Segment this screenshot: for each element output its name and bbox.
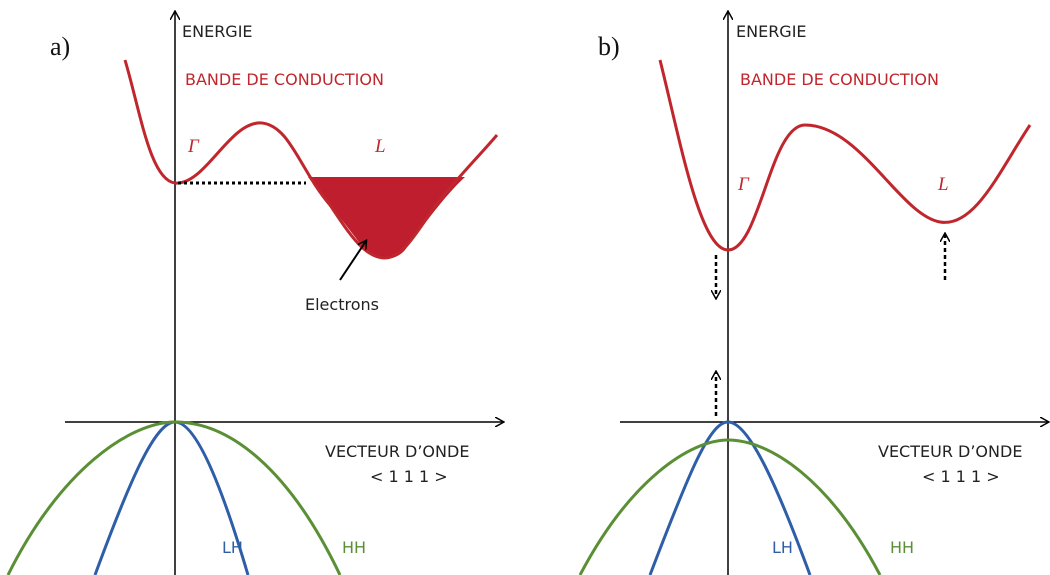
panel-label: a) [50,32,70,61]
hh-band [578,438,882,575]
electrons-arrow [339,241,366,281]
band-label: BANDE DE CONDUCTION [185,70,384,89]
gamma-label: Γ [737,174,750,195]
lh-label: LH [772,538,793,557]
gamma-label: Γ [187,136,200,157]
direction-label: < 1 1 1 > [922,467,1000,486]
lh-band [648,420,812,575]
panel-a: a) ENERGIE BANDE DE CONDUCTION Γ L VECTE… [6,12,503,575]
conduction-band [123,59,499,260]
band-label: BANDE DE CONDUCTION [740,70,939,89]
electrons-label: Electrons [305,295,379,314]
l-label: L [374,136,386,157]
l-label: L [937,174,949,195]
hh-label: HH [342,538,366,557]
x-axis-label: VECTEUR D’ONDE [878,442,1022,461]
panel-b: b) ENERGIE BANDE DE CONDUCTION Γ L VECTE… [578,12,1048,575]
direction-label: < 1 1 1 > [370,467,448,486]
hh-band [6,420,342,575]
conduction-band [658,59,1032,252]
lh-label: LH [222,538,243,557]
y-axis-label: ENERGIE [736,22,807,41]
panel-label: b) [598,32,620,61]
electron-fill [308,177,465,259]
y-axis-label: ENERGIE [182,22,253,41]
x-axis-label: VECTEUR D’ONDE [325,442,469,461]
hh-label: HH [890,538,914,557]
